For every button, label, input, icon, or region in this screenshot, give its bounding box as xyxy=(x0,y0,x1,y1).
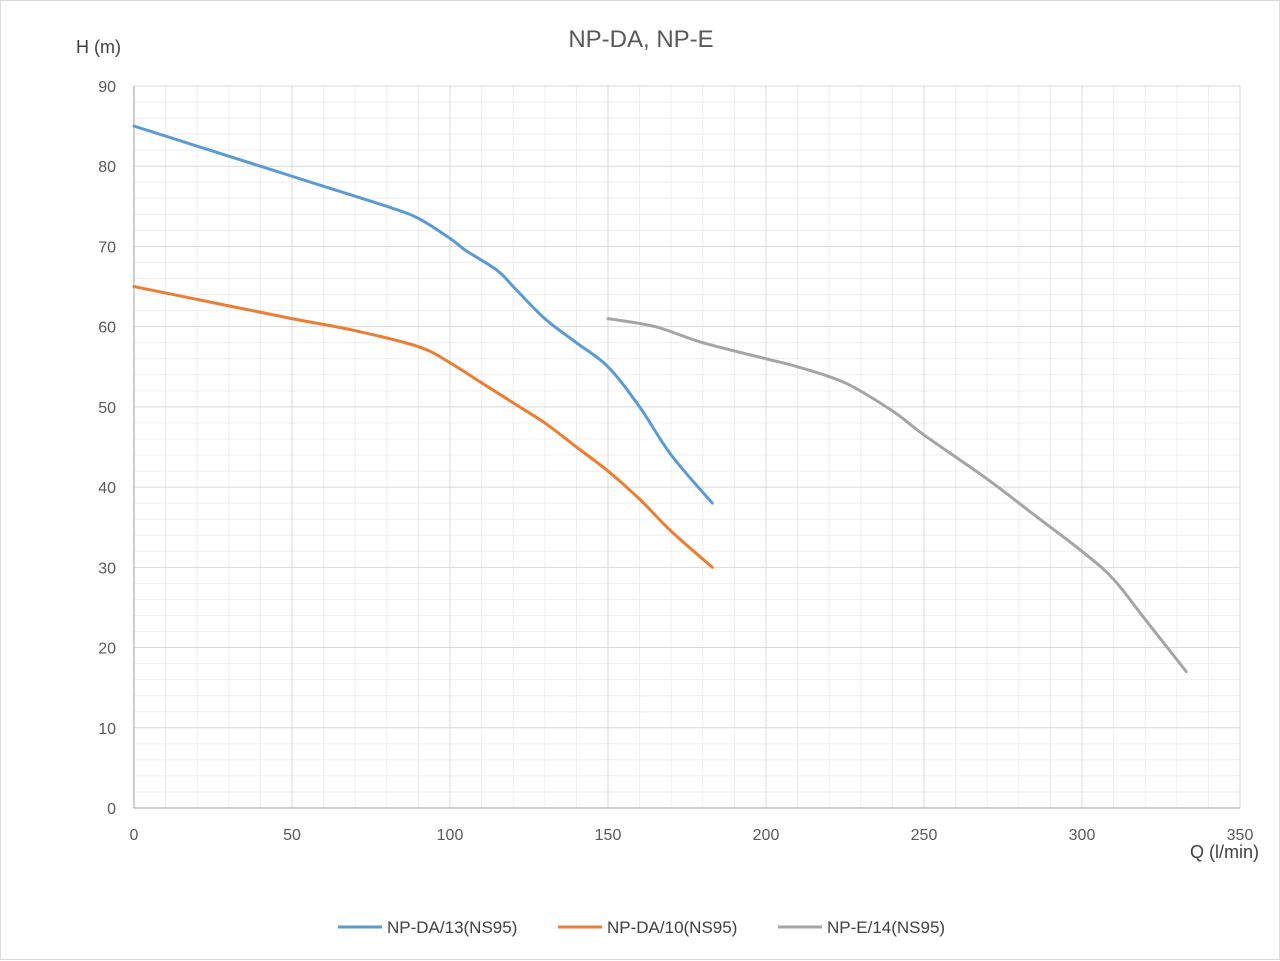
x-tick-label: 150 xyxy=(595,827,622,844)
legend-label-1: NP-DA/13(NS95) xyxy=(387,918,517,937)
x-tick-label: 350 xyxy=(1227,827,1254,844)
major-gridlines xyxy=(133,85,1241,809)
y-tick-label: 0 xyxy=(107,801,116,818)
x-tick-label: 250 xyxy=(911,827,938,844)
axes xyxy=(133,86,1240,809)
y-tick-label: 90 xyxy=(98,79,116,96)
x-tick-label: 50 xyxy=(283,827,301,844)
x-tick-label: 100 xyxy=(437,827,464,844)
y-tick-label: 40 xyxy=(98,480,116,497)
series-line-1 xyxy=(132,124,714,505)
series-line-3 xyxy=(606,317,1188,674)
y-tick-label: 60 xyxy=(98,320,116,337)
y-tick-label: 70 xyxy=(98,239,116,256)
y-tick-label: 30 xyxy=(98,560,116,577)
y-tick-labels: 0 10 20 30 40 50 60 70 80 90 xyxy=(98,79,116,818)
x-axis-title: Q (l/min) xyxy=(1190,842,1259,862)
x-tick-label: 300 xyxy=(1069,827,1096,844)
x-tick-label: 0 xyxy=(130,827,139,844)
chart-title: NP-DA, NP-E xyxy=(568,26,713,53)
legend-label-3: NP-E/14(NS95) xyxy=(827,918,945,937)
series-line-2 xyxy=(132,285,714,569)
y-tick-label: 20 xyxy=(98,641,116,658)
series-lines xyxy=(132,124,1188,674)
y-tick-label: 80 xyxy=(98,159,116,176)
y-tick-label: 50 xyxy=(98,400,116,417)
x-tick-labels: 0 50 100 150 200 250 300 350 xyxy=(130,827,1254,844)
legend: NP-DA/13(NS95) NP-DA/10(NS95) NP-E/14(NS95… xyxy=(338,918,945,937)
y-axis-title: H (m) xyxy=(76,37,121,57)
x-tick-label: 200 xyxy=(753,827,780,844)
minor-gridlines xyxy=(134,86,1240,808)
y-tick-label: 10 xyxy=(98,721,116,738)
legend-label-2: NP-DA/10(NS95) xyxy=(607,918,737,937)
